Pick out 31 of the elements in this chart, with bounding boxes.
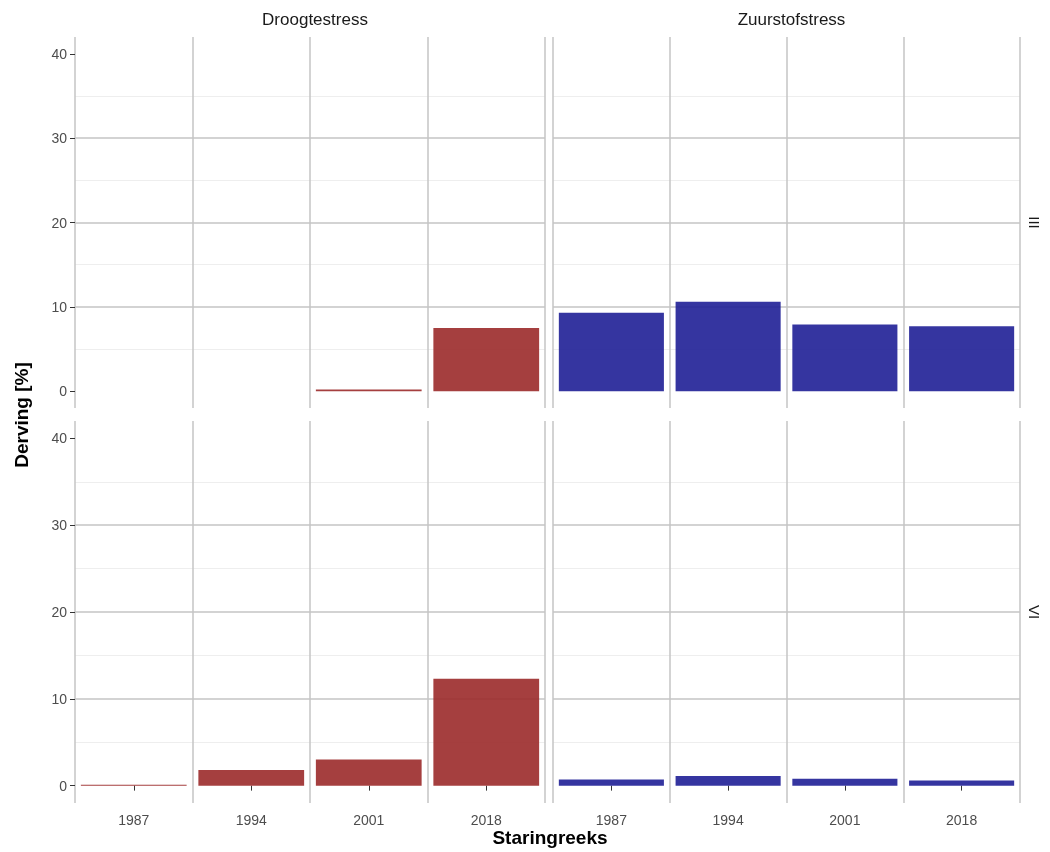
y-tick-label: 40 [51, 430, 68, 447]
y-tick-label: 20 [51, 214, 68, 231]
x-tick-label: 1987 [595, 812, 628, 828]
y-tick-label: 20 [51, 604, 68, 620]
y-tick-label: 30 [51, 130, 68, 147]
text: III [1025, 216, 1043, 229]
y-tick-label: 0 [59, 777, 68, 794]
bar [558, 312, 664, 392]
y-tick-label: 0 [59, 383, 68, 400]
x-tick-label: 1994 [235, 812, 268, 828]
x-tick-label: 1994 [712, 812, 744, 828]
x-tick-label: 2001 [353, 812, 385, 828]
x-axis-title: Staringreeks [492, 827, 608, 849]
y-tick-label: 40 [51, 45, 68, 62]
x-tick-label: 2018 [470, 812, 503, 828]
bar [792, 324, 898, 392]
x-tick-label: 2018 [946, 812, 978, 828]
bar [675, 301, 781, 392]
y-tick-label: 10 [51, 690, 68, 707]
bar [909, 326, 1015, 392]
bar [433, 678, 540, 786]
bar [198, 770, 305, 786]
bar [315, 759, 422, 786]
y-tick-label: 30 [51, 517, 68, 534]
y-tick-label: 10 [51, 298, 68, 315]
y-axis-title: Derving [%] [11, 362, 33, 468]
text: VI [1025, 604, 1043, 620]
chart-title: Droogtestress [262, 10, 368, 29]
chart-title: Zuurstofstress [737, 10, 846, 29]
x-tick-label: 2001 [829, 812, 861, 828]
x-tick-label: 1987 [118, 812, 150, 828]
